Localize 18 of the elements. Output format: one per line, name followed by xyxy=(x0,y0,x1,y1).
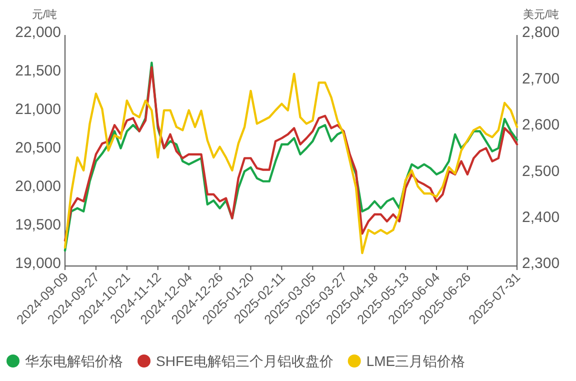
legend: 华东电解铝价格 xyxy=(25,353,123,369)
ytick: 19,500 xyxy=(15,216,61,234)
y2tick: 2,800 xyxy=(522,24,560,42)
y2label: 美元/吨 xyxy=(522,9,560,21)
y2tick: 2,500 xyxy=(522,162,560,180)
legend: LME三月铝价格 xyxy=(366,353,466,369)
ytick: 19,000 xyxy=(15,255,61,272)
legend: SHFE电解铝三个月铝收盘价 xyxy=(156,353,334,369)
ytick: 20,500 xyxy=(15,140,61,157)
y2tick: 2,400 xyxy=(522,209,560,226)
y2tick: 2,600 xyxy=(522,116,560,134)
ytick: 21,500 xyxy=(15,62,61,80)
ytick: 22,000 xyxy=(15,24,61,42)
ytick: 20,000 xyxy=(15,178,61,196)
ylabel: 元/吨 xyxy=(32,9,57,21)
y2tick: 2,300 xyxy=(522,255,560,272)
y2tick: 2,700 xyxy=(522,70,560,88)
ytick: 21,000 xyxy=(15,101,61,118)
